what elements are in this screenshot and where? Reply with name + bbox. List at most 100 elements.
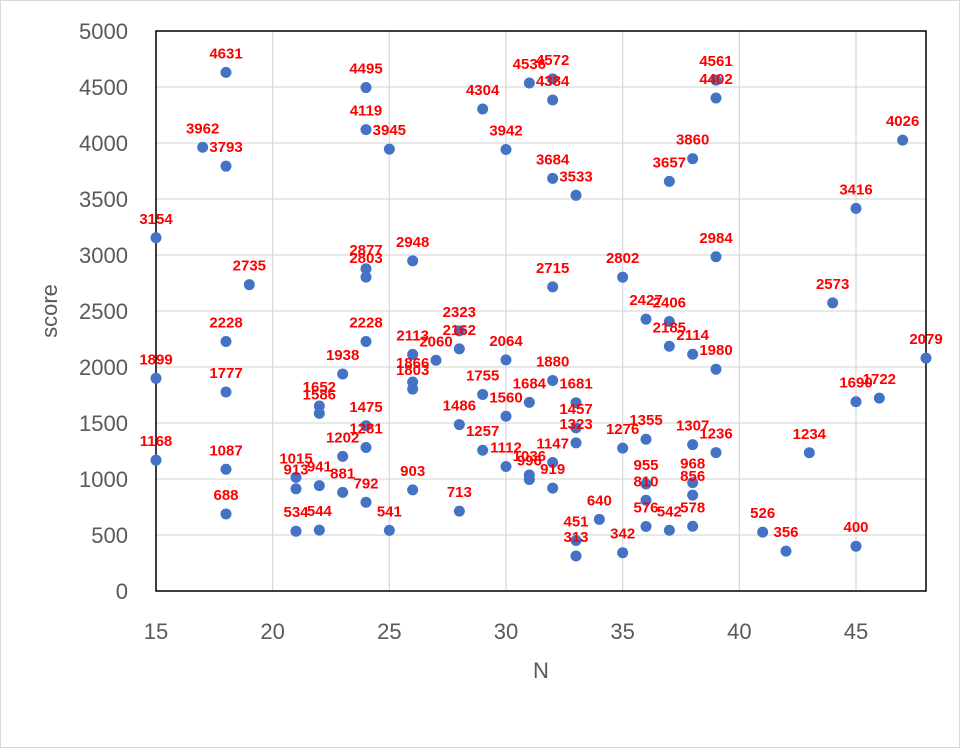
data-label: 1147 bbox=[536, 436, 569, 453]
data-point bbox=[150, 232, 162, 244]
data-label: 1087 bbox=[209, 442, 242, 459]
x-tick-label: 25 bbox=[377, 619, 401, 644]
data-label: 4384 bbox=[536, 73, 570, 90]
data-point bbox=[313, 480, 325, 492]
data-label: 2573 bbox=[816, 276, 849, 293]
data-point bbox=[570, 550, 582, 562]
data-label: 1015 bbox=[279, 450, 312, 467]
data-point bbox=[500, 410, 512, 422]
data-point bbox=[640, 313, 652, 325]
data-point bbox=[687, 520, 699, 532]
data-point bbox=[663, 340, 675, 352]
x-tick-label: 15 bbox=[144, 619, 168, 644]
data-label: 2079 bbox=[909, 331, 942, 348]
data-point bbox=[687, 489, 699, 501]
data-point bbox=[383, 143, 395, 155]
data-label: 1980 bbox=[699, 342, 732, 359]
data-label: 541 bbox=[377, 503, 402, 520]
data-label: 913 bbox=[283, 462, 308, 479]
x-tick-label: 35 bbox=[610, 619, 634, 644]
data-label: 1938 bbox=[326, 347, 359, 364]
data-point bbox=[850, 202, 862, 214]
data-point bbox=[150, 454, 162, 466]
data-label: 1560 bbox=[489, 389, 522, 406]
data-point bbox=[570, 437, 582, 449]
gridlines bbox=[155, 30, 926, 592]
data-point bbox=[337, 450, 349, 462]
data-label: 1684 bbox=[513, 375, 547, 392]
data-point bbox=[453, 505, 465, 517]
data-label: 4304 bbox=[466, 82, 500, 99]
y-tick-label: 4000 bbox=[79, 131, 128, 156]
data-label: 1586 bbox=[303, 386, 336, 403]
data-label: 1866 bbox=[396, 355, 429, 372]
data-label: 3533 bbox=[559, 168, 592, 185]
data-point bbox=[290, 525, 302, 537]
data-point bbox=[710, 251, 722, 263]
data-label: 1803 bbox=[396, 362, 429, 379]
data-point bbox=[407, 255, 419, 267]
data-label: 2185 bbox=[653, 319, 686, 336]
data-label: 2114 bbox=[676, 327, 709, 344]
data-point bbox=[220, 66, 232, 78]
data-label: 1355 bbox=[629, 412, 662, 429]
data-label: 1755 bbox=[466, 367, 499, 384]
data-point bbox=[220, 335, 232, 347]
data-label: 578 bbox=[680, 499, 705, 516]
data-point bbox=[243, 279, 255, 291]
data-point bbox=[640, 478, 652, 490]
data-label: 4119 bbox=[350, 103, 383, 120]
data-label: 2406 bbox=[653, 295, 686, 312]
data-point bbox=[640, 433, 652, 445]
y-tick-label: 1000 bbox=[79, 467, 128, 492]
data-point bbox=[150, 372, 162, 384]
data-point bbox=[547, 172, 559, 184]
data-label: 881 bbox=[330, 465, 355, 482]
data-point bbox=[873, 392, 885, 404]
data-point bbox=[313, 407, 325, 419]
y-tick-label: 1500 bbox=[79, 411, 128, 436]
data-label: 1276 bbox=[606, 421, 639, 438]
y-tick-label: 3000 bbox=[79, 243, 128, 268]
data-label: 2113 bbox=[396, 327, 429, 344]
y-tick-label: 2000 bbox=[79, 355, 128, 380]
data-label: 941 bbox=[307, 459, 332, 476]
data-label: 2427 bbox=[629, 292, 662, 309]
data-label: 1486 bbox=[443, 398, 476, 415]
data-label: 4536 bbox=[513, 56, 546, 73]
data-label: 1236 bbox=[699, 426, 732, 443]
x-tick-label: 45 bbox=[844, 619, 868, 644]
data-point bbox=[500, 143, 512, 155]
data-label: 1880 bbox=[536, 353, 569, 370]
data-point bbox=[897, 134, 909, 146]
data-point bbox=[360, 82, 372, 94]
data-point bbox=[547, 482, 559, 494]
data-label: 4561 bbox=[699, 53, 732, 70]
data-point bbox=[687, 439, 699, 451]
data-label: 2228 bbox=[209, 314, 242, 331]
data-label: 2802 bbox=[606, 250, 639, 267]
tick-labels: 0 500 1000 1500 2000 2500 3000 3500 4000 4500 5000… bbox=[79, 19, 868, 644]
data-label: 534 bbox=[283, 504, 309, 521]
data-point bbox=[547, 457, 559, 469]
data-label: 1257 bbox=[466, 423, 499, 440]
data-point bbox=[360, 442, 372, 454]
data-label: 2984 bbox=[699, 230, 733, 247]
data-label: 1777 bbox=[209, 365, 242, 382]
data-point bbox=[407, 383, 419, 395]
y-tick-label: 4500 bbox=[79, 75, 128, 100]
data-label: 3416 bbox=[839, 181, 872, 198]
data-point bbox=[337, 486, 349, 498]
data-label: 1234 bbox=[793, 426, 827, 443]
data-label: 1690 bbox=[839, 375, 872, 392]
data-label: 903 bbox=[400, 463, 425, 480]
data-point bbox=[617, 547, 629, 559]
data-point bbox=[710, 74, 722, 86]
data-label: 1323 bbox=[559, 416, 592, 433]
data-label: 1652 bbox=[303, 379, 336, 396]
data-point bbox=[313, 524, 325, 536]
data-point bbox=[710, 92, 722, 104]
x-axis-title: N bbox=[533, 658, 549, 683]
